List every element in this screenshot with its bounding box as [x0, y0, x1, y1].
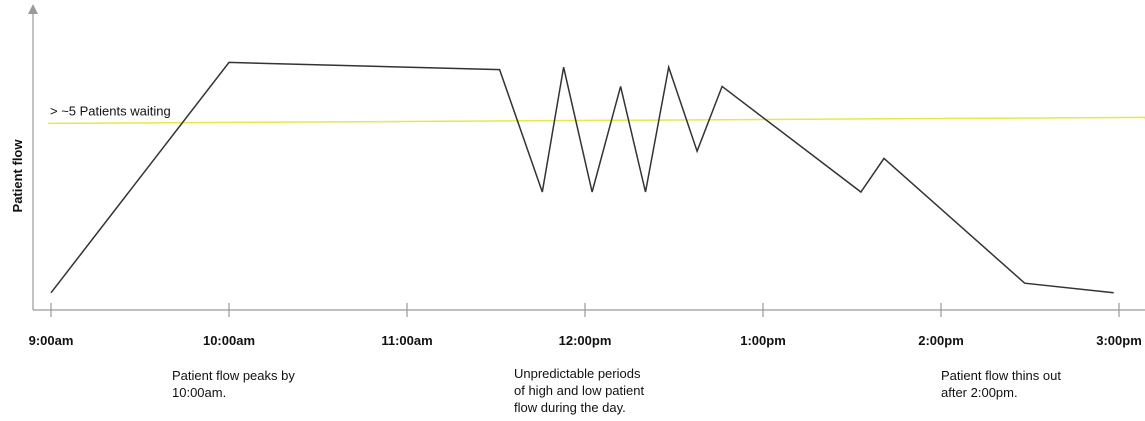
- annotation: Unpredictable periods of high and low pa…: [514, 366, 645, 415]
- x-tick-label: 11:00am: [381, 333, 432, 348]
- x-tick-label: 3:00pm: [1096, 333, 1142, 348]
- threshold-line: [47, 116, 1145, 125]
- x-tick-label: 2:00pm: [918, 333, 964, 348]
- y-axis-label: Patient flow: [10, 139, 25, 213]
- y-axis-arrow-icon: [28, 4, 38, 14]
- threshold-label: > ~5 Patients waiting: [50, 103, 171, 118]
- annotation: Patient flow thins out after 2:00pm.: [941, 368, 1061, 400]
- x-tick-label: 9:00am: [29, 333, 74, 348]
- x-tick-label: 12:00pm: [559, 333, 612, 348]
- x-tick-label: 1:00pm: [740, 333, 786, 348]
- series-line: [50, 61, 1114, 294]
- annotation: Patient flow peaks by 10:00am.: [172, 368, 295, 400]
- x-tick-label: 10:00am: [203, 333, 255, 348]
